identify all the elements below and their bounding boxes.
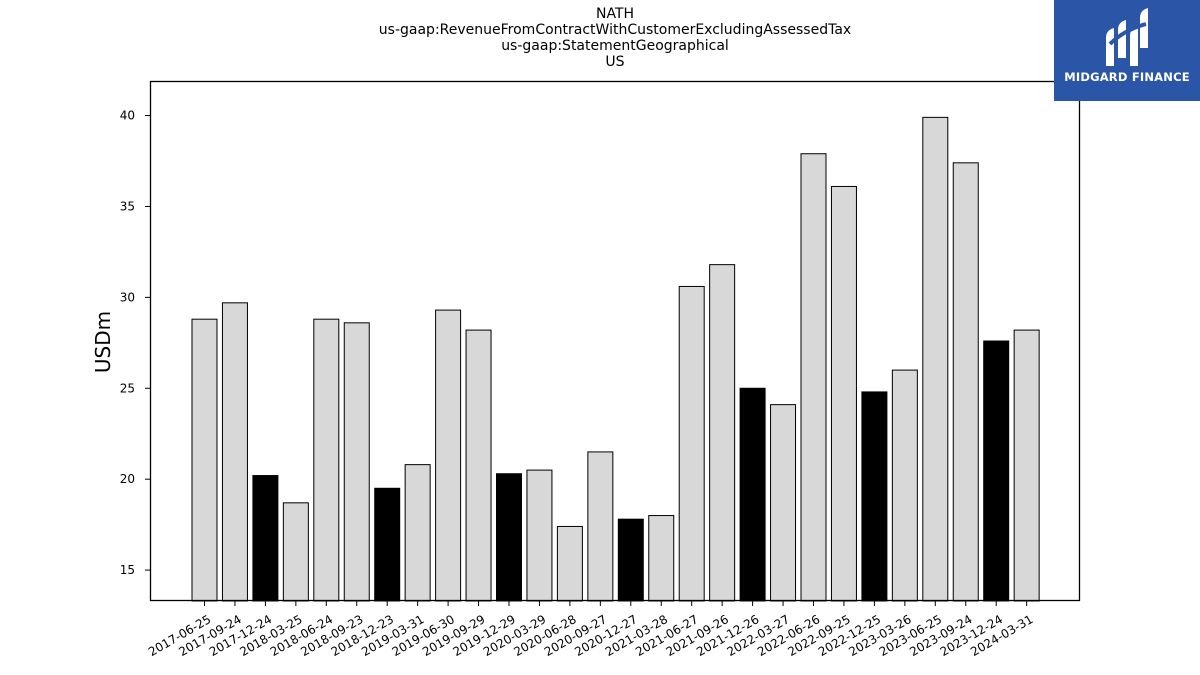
bar-2018-09-23 — [343, 322, 370, 602]
bar-2023-03-26 — [891, 369, 918, 602]
bar-2022-03-27 — [770, 404, 797, 602]
bar-2019-06-30 — [435, 309, 462, 602]
bar-2019-09-29 — [465, 329, 492, 602]
bar-2020-06-28 — [556, 525, 583, 602]
bar-2023-12-24 — [983, 340, 1010, 602]
y-tick-label: 15 — [120, 563, 135, 577]
bar-2019-12-29 — [496, 473, 522, 602]
bars-group — [191, 116, 1040, 602]
chart-title-line: us-gaap:RevenueFromContractWithCustomerE… — [378, 22, 852, 38]
bar-2023-06-25 — [922, 116, 949, 602]
logo-mark-icon — [1106, 8, 1148, 66]
x-axis: 2017-06-252017-09-242017-12-242018-03-25… — [146, 601, 1036, 659]
bar-2022-06-26 — [800, 153, 827, 602]
bar-2021-12-26 — [739, 387, 766, 602]
bar-2018-12-23 — [374, 487, 401, 602]
y-axis: 15 20 25 30 35 40 — [120, 109, 150, 577]
bar-2023-09-24 — [952, 162, 979, 602]
y-tick-label: 40 — [120, 109, 135, 123]
bar-2022-12-25 — [861, 391, 888, 602]
y-tick-label: 25 — [120, 381, 135, 395]
y-tick-label: 20 — [120, 472, 135, 486]
bar-2017-09-24 — [221, 302, 248, 602]
chart-title-line: us-gaap:StatementGeographical — [501, 38, 729, 54]
bar-2020-12-27 — [617, 518, 644, 602]
chart-title: NATH us-gaap:RevenueFromContractWithCust… — [150, 6, 1080, 70]
bar-2021-03-28 — [648, 515, 675, 602]
midgard-finance-logo: MIDGARD FINANCE — [1054, 0, 1200, 101]
chart-title-line: NATH — [595, 6, 635, 22]
bar-2018-06-24 — [313, 318, 340, 602]
bar-2020-03-29 — [526, 469, 553, 602]
bar-2022-09-25 — [830, 185, 857, 602]
y-axis-label: USDm — [91, 311, 115, 373]
bar-2021-09-26 — [709, 264, 736, 602]
bar-2019-03-31 — [404, 464, 431, 602]
bar-2024-03-31 — [1013, 329, 1040, 602]
bar-2021-06-27 — [678, 285, 705, 602]
y-tick-label: 30 — [120, 290, 135, 304]
logo-text: MIDGARD FINANCE — [1064, 70, 1190, 84]
bar-2020-09-27 — [587, 451, 614, 602]
y-tick-label: 35 — [120, 199, 135, 213]
bar-2017-12-24 — [252, 475, 279, 602]
bar-2018-03-25 — [282, 502, 309, 602]
chart-title-line: US — [605, 54, 625, 70]
bar-2017-06-25 — [191, 318, 218, 602]
plot-frame — [149, 80, 1081, 602]
